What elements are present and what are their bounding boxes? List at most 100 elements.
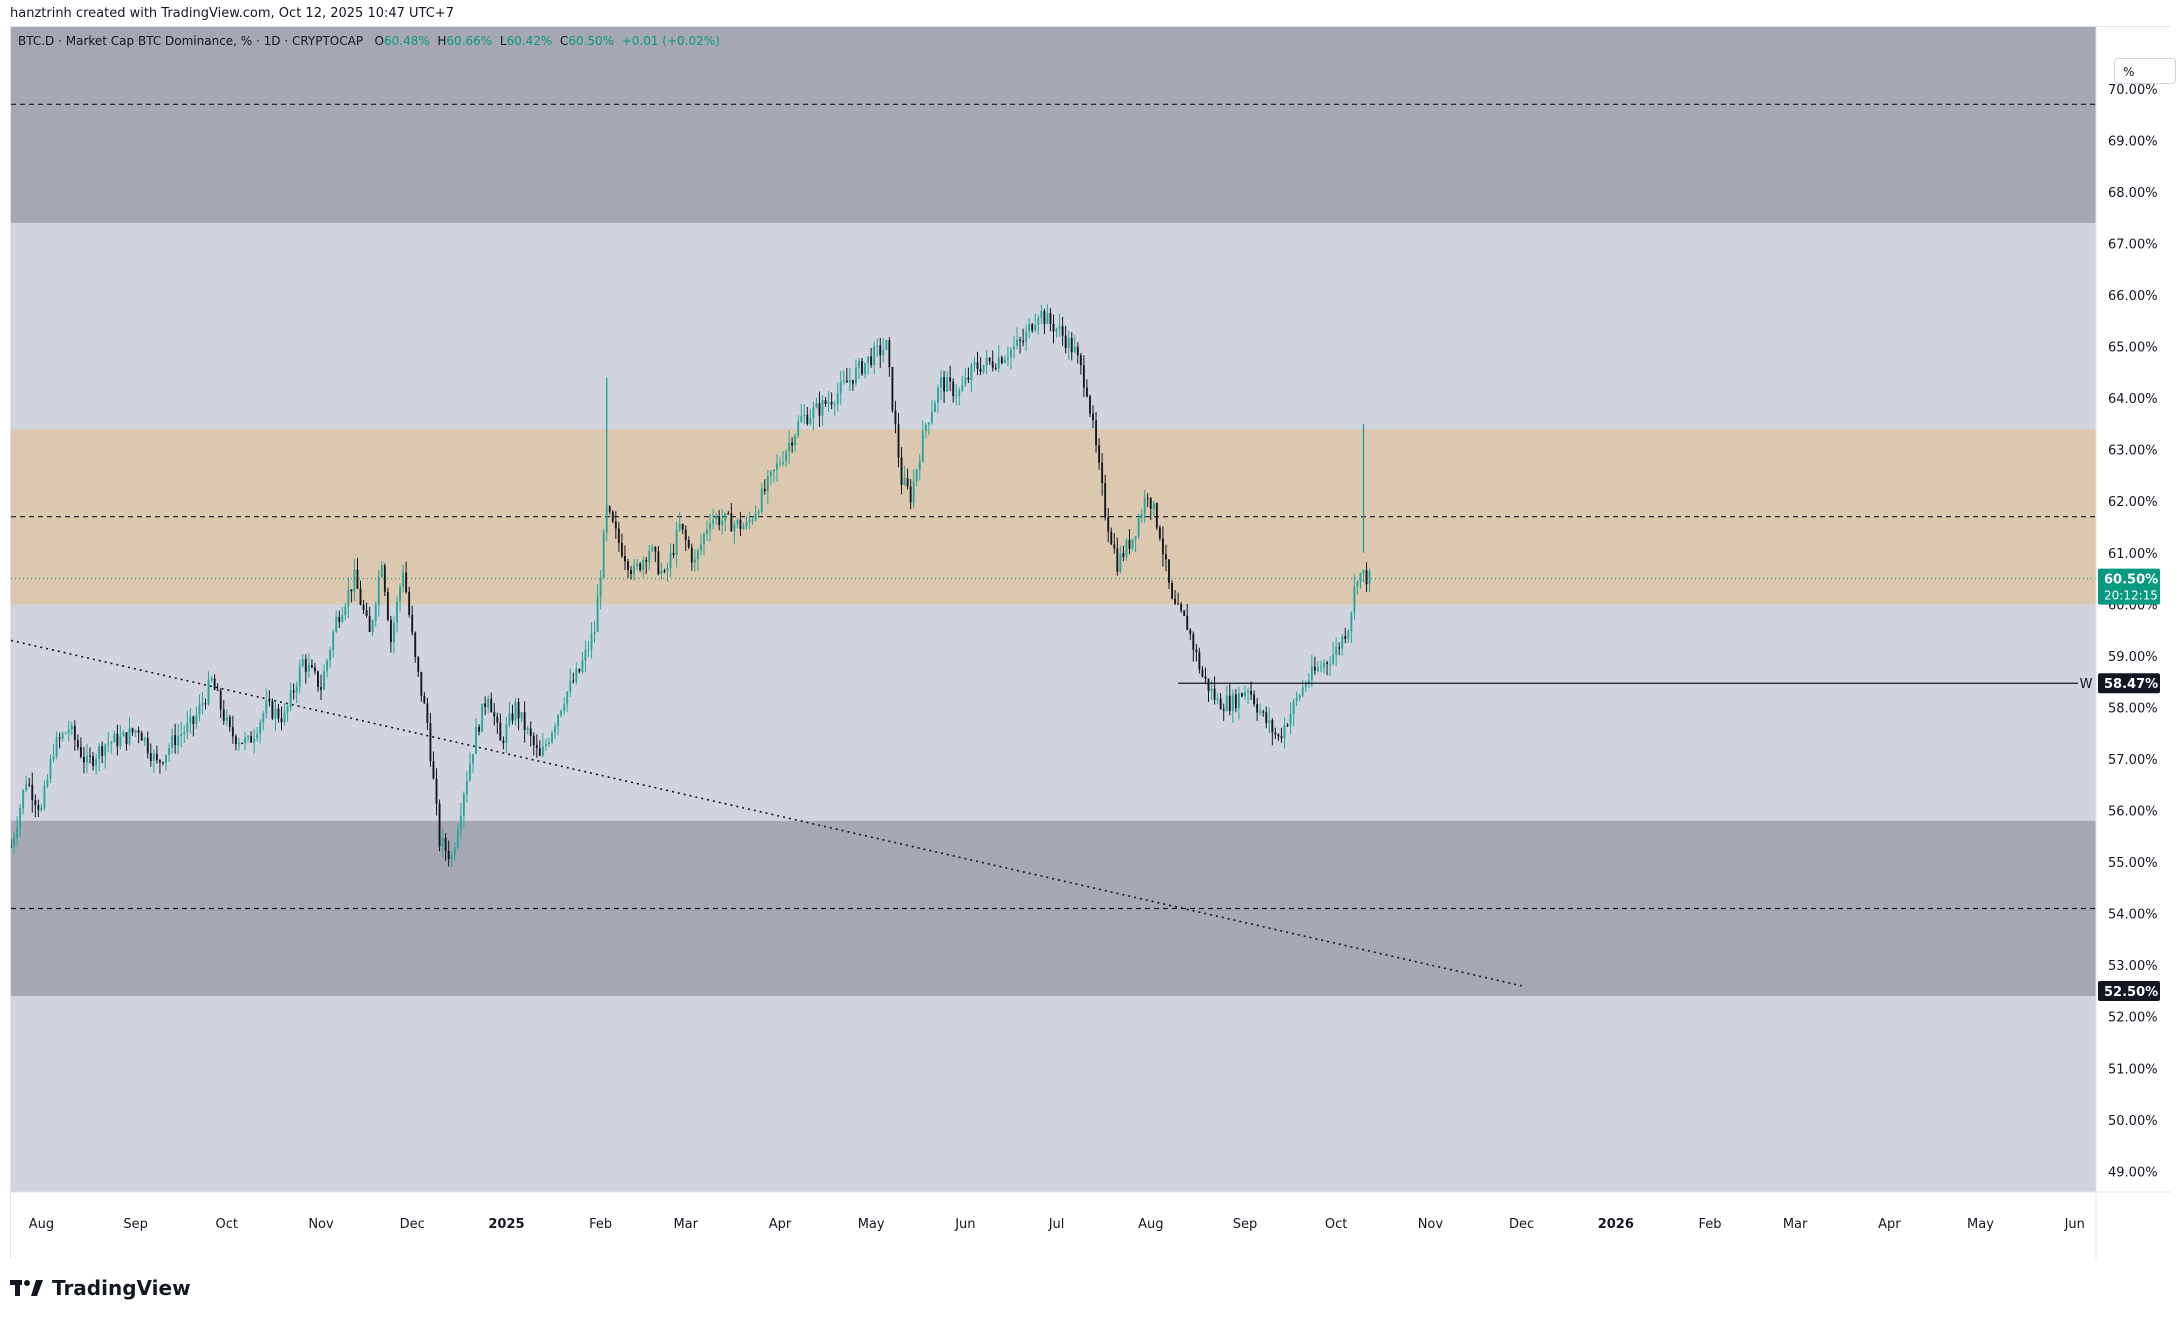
candle-body (359, 588, 362, 605)
y-tick-label: 62.00% (2108, 495, 2158, 510)
x-tick-label: Aug (29, 1217, 54, 1232)
candle-body (554, 726, 556, 733)
candle-body (402, 572, 405, 587)
candle-body (748, 520, 751, 523)
x-tick-label: Mar (673, 1217, 698, 1232)
candle-body (1301, 687, 1304, 696)
candle-body (444, 838, 447, 851)
candle-body (587, 649, 590, 651)
y-tick-label: 57.00% (2108, 753, 2158, 768)
candle-body (228, 717, 231, 728)
candle-body (1104, 483, 1107, 518)
candle-body (268, 700, 271, 702)
candle-body (22, 790, 25, 809)
x-tick-label: Nov (1418, 1217, 1444, 1232)
candle-body (754, 513, 757, 520)
candle-body (262, 713, 265, 723)
candle-body (1052, 323, 1055, 332)
candle-body (453, 847, 456, 856)
candle-body (408, 592, 411, 615)
candle-body (481, 703, 484, 732)
candle-body (61, 733, 64, 739)
candle-body (1058, 326, 1061, 329)
candle-body (1316, 667, 1319, 671)
candle-body (265, 700, 268, 714)
tradingview-logo[interactable]: TradingView (10, 1276, 191, 1300)
candle-body (952, 381, 955, 396)
candle-body (1025, 331, 1028, 343)
candle-body (459, 815, 462, 831)
candle-body (380, 565, 383, 577)
candle-body (1022, 340, 1025, 343)
candle-body (389, 619, 392, 643)
candle-body (253, 738, 256, 743)
candle-body (1010, 349, 1012, 358)
candle-body (43, 786, 46, 808)
candle-body (1149, 497, 1152, 509)
candle-body (429, 722, 432, 762)
symbol-label[interactable]: BTC.D · Market Cap BTC Dominance, % · 1D… (18, 34, 364, 48)
candle-body (924, 424, 927, 432)
candle-body (490, 698, 493, 713)
candle-body (870, 356, 873, 366)
candle-body (326, 660, 329, 672)
candle-body (368, 615, 371, 632)
candle-body (143, 737, 146, 741)
candle-body (736, 519, 739, 525)
candle-body (1338, 647, 1341, 649)
candle-body (617, 528, 620, 544)
candle-body (590, 633, 593, 650)
candle-body (1131, 539, 1134, 549)
candle-body (1013, 346, 1015, 350)
candle-body (666, 568, 669, 571)
candle-body (1262, 711, 1265, 713)
y-tick-label: 51.00% (2108, 1062, 2158, 1077)
candle-body (1277, 734, 1280, 737)
candle-body (140, 732, 143, 741)
candle-body (930, 412, 933, 423)
candle-body (703, 534, 705, 545)
candle-body (818, 403, 821, 416)
candle-body (55, 737, 58, 757)
candle-body (1310, 666, 1313, 681)
candle-body (1210, 688, 1213, 692)
x-tick-label: Aug (1138, 1217, 1163, 1232)
candle-body (721, 520, 724, 526)
candle-body (247, 736, 250, 738)
candle-body (663, 570, 666, 572)
candle-body (757, 511, 760, 514)
candle-body (785, 451, 787, 463)
candle-body (374, 604, 377, 621)
candle-body (800, 416, 803, 422)
candle-body (982, 364, 985, 373)
candle-body (888, 340, 891, 368)
price-chart-svg[interactable]: W 49.00% 50.00% 51.00% 52.00% 53.00% 54.00% 55.… (11, 27, 2171, 1259)
close-value: 60.50% (568, 34, 615, 48)
unit-selector[interactable]: % (2114, 58, 2176, 84)
candle-body (864, 362, 867, 374)
candle-body (165, 754, 167, 764)
y-tick-label: 64.00% (2108, 392, 2158, 407)
chart-frame[interactable]: W 49.00% 50.00% 51.00% 52.00% 53.00% 54.00% 55.… (10, 26, 2176, 1259)
candle-body (797, 421, 800, 436)
candle-body (207, 679, 210, 704)
candle-body (280, 718, 283, 723)
x-tick-label: 2025 (488, 1217, 524, 1232)
candle-body (1201, 669, 1204, 677)
candle-body (1155, 503, 1158, 528)
candle-body (435, 778, 438, 804)
candle-body (1174, 598, 1177, 604)
candle-body (1180, 604, 1183, 611)
candle-body (848, 379, 851, 383)
y-tick-label: 63.00% (2108, 444, 2158, 459)
candle-body (1082, 365, 1085, 388)
candle-body (95, 758, 98, 766)
candle-body (967, 377, 970, 380)
candle-body (1341, 636, 1344, 649)
candle-body (344, 606, 347, 616)
candle-body (301, 659, 304, 667)
candle-body (1125, 540, 1128, 558)
candle-body (1204, 676, 1207, 679)
candle-body (92, 756, 95, 766)
candle-body (937, 387, 939, 403)
